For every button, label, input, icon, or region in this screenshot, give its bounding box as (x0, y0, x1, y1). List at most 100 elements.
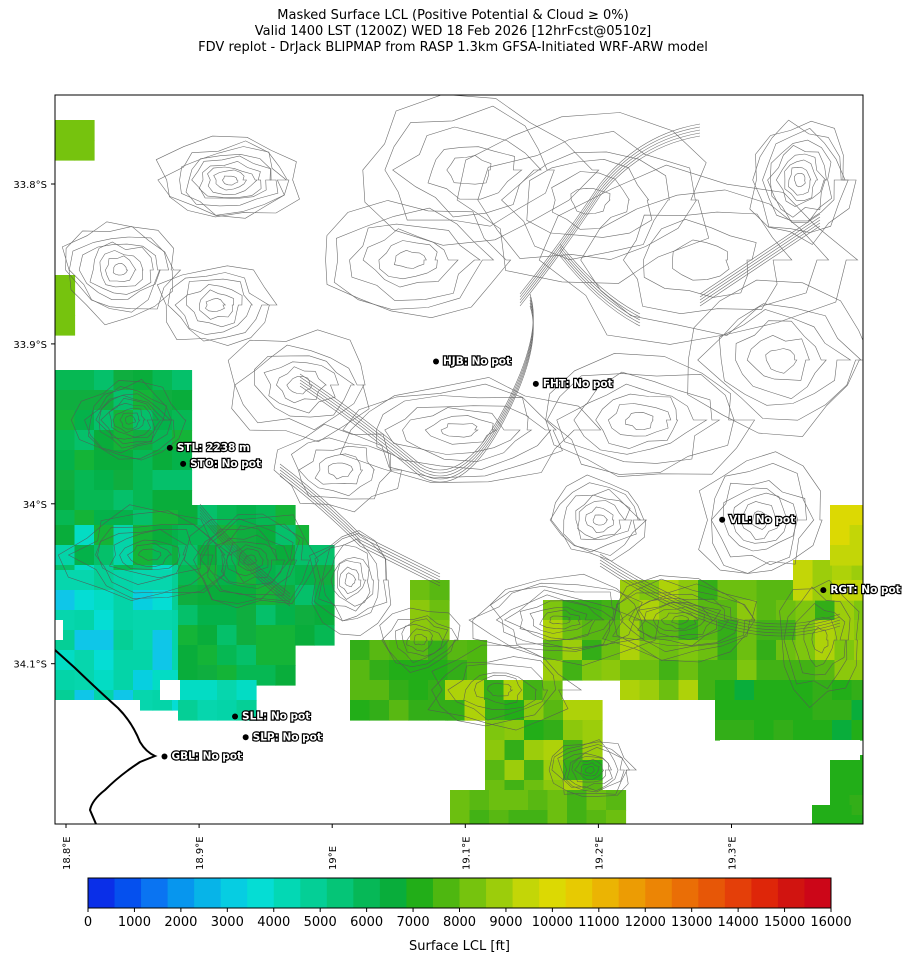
contour-line (402, 407, 521, 455)
contour-line (519, 135, 701, 307)
lcl-heatmap-layer (55, 120, 863, 824)
contour-line (613, 578, 756, 661)
lcl-cell (94, 545, 115, 566)
lcl-cell (113, 370, 134, 391)
lcl-cell (567, 810, 588, 824)
contour-line (207, 525, 298, 600)
contour-line (607, 403, 672, 437)
masked-cell (720, 740, 860, 760)
contour-line (580, 762, 600, 777)
contour-line (127, 542, 173, 568)
lcl-cell (172, 390, 193, 411)
lcl-cell (428, 680, 449, 701)
contour-line (793, 173, 806, 188)
contour-line (599, 556, 841, 628)
lcl-cell (445, 700, 466, 721)
lcl-cell (152, 430, 173, 451)
lcl-cell (504, 700, 525, 721)
lcl-cell (275, 625, 296, 646)
contour-line (767, 145, 827, 218)
contour-line (722, 487, 799, 552)
lcl-cell (450, 790, 471, 811)
lcl-cell (504, 720, 525, 741)
lcl-cell (485, 760, 506, 781)
lcl-cell (152, 450, 173, 471)
lcl-cell (582, 740, 603, 761)
lcl-cell (350, 680, 371, 701)
lcl-cell (236, 525, 257, 546)
lcl-cell (74, 525, 95, 546)
lcl-cell (133, 670, 154, 691)
lcl-cell (94, 590, 115, 611)
lcl-cell (485, 740, 506, 761)
contour-line (299, 305, 534, 483)
lcl-cell (133, 370, 154, 391)
masked-cell (160, 680, 180, 700)
colorbar-swatch (167, 878, 195, 908)
colorbar-swatch (300, 878, 328, 908)
colorbar-swatch (698, 878, 726, 908)
lcl-cell (567, 790, 588, 811)
contour-line (559, 243, 641, 315)
contour-line (291, 437, 393, 500)
lon-tick-label: 19.3°E (728, 836, 739, 870)
contour-line (427, 644, 583, 731)
lcl-cell (793, 580, 814, 601)
contour-line (68, 236, 169, 313)
contour-line (185, 153, 279, 207)
contour-line (446, 155, 492, 185)
lcl-cell (812, 805, 833, 824)
lcl-cell (152, 470, 173, 491)
contour-line (186, 284, 243, 328)
contour-line (550, 474, 646, 562)
contour-line (495, 589, 615, 651)
lcl-cell (113, 545, 134, 566)
lcl-cell (74, 630, 95, 651)
contour-line (279, 469, 441, 581)
station-label: VIL: No pot (729, 514, 795, 526)
lcl-cell (620, 580, 641, 601)
contour-line (746, 334, 810, 381)
contour-line (577, 500, 626, 540)
contour-line (339, 566, 362, 595)
lcl-cell (236, 505, 257, 526)
lat-tick-label: 34°S (23, 500, 47, 511)
lcl-cell (543, 740, 564, 761)
lcl-cell (756, 640, 777, 661)
contour-line (401, 623, 444, 657)
colorbar-swatch (353, 878, 381, 908)
contour-line (199, 512, 291, 604)
lcl-cell (389, 640, 410, 661)
contour-line (89, 241, 154, 295)
station-label: FHT: No pot (543, 378, 613, 390)
contour-line (548, 741, 637, 797)
contour-line (191, 155, 272, 199)
contour-line (112, 407, 146, 434)
lcl-cell (236, 605, 257, 626)
lcl-cell (678, 660, 699, 681)
lcl-cell (467, 640, 488, 661)
contour-line (234, 344, 365, 431)
lcl-cell (133, 590, 154, 611)
lcl-cell (582, 640, 603, 661)
contour-line (487, 682, 514, 697)
contour-line (226, 541, 278, 583)
lcl-cell (256, 625, 277, 646)
lcl-cell (369, 680, 390, 701)
lcl-cell (152, 590, 173, 611)
contour-line (299, 299, 534, 477)
lcl-cell (754, 680, 775, 701)
contour-line (205, 297, 227, 312)
contour-line (718, 309, 852, 406)
contour-line (447, 663, 549, 721)
lcl-cell (217, 645, 238, 666)
lcl-cell (469, 810, 490, 824)
lcl-cell (133, 490, 154, 511)
lcl-cell (795, 660, 816, 681)
lcl-cell (543, 660, 564, 681)
contour-line (167, 272, 270, 342)
lon-tick-label: 19.1°E (461, 836, 472, 870)
contour-line (559, 246, 641, 318)
contour-line (314, 453, 364, 485)
contour-line (731, 492, 788, 544)
